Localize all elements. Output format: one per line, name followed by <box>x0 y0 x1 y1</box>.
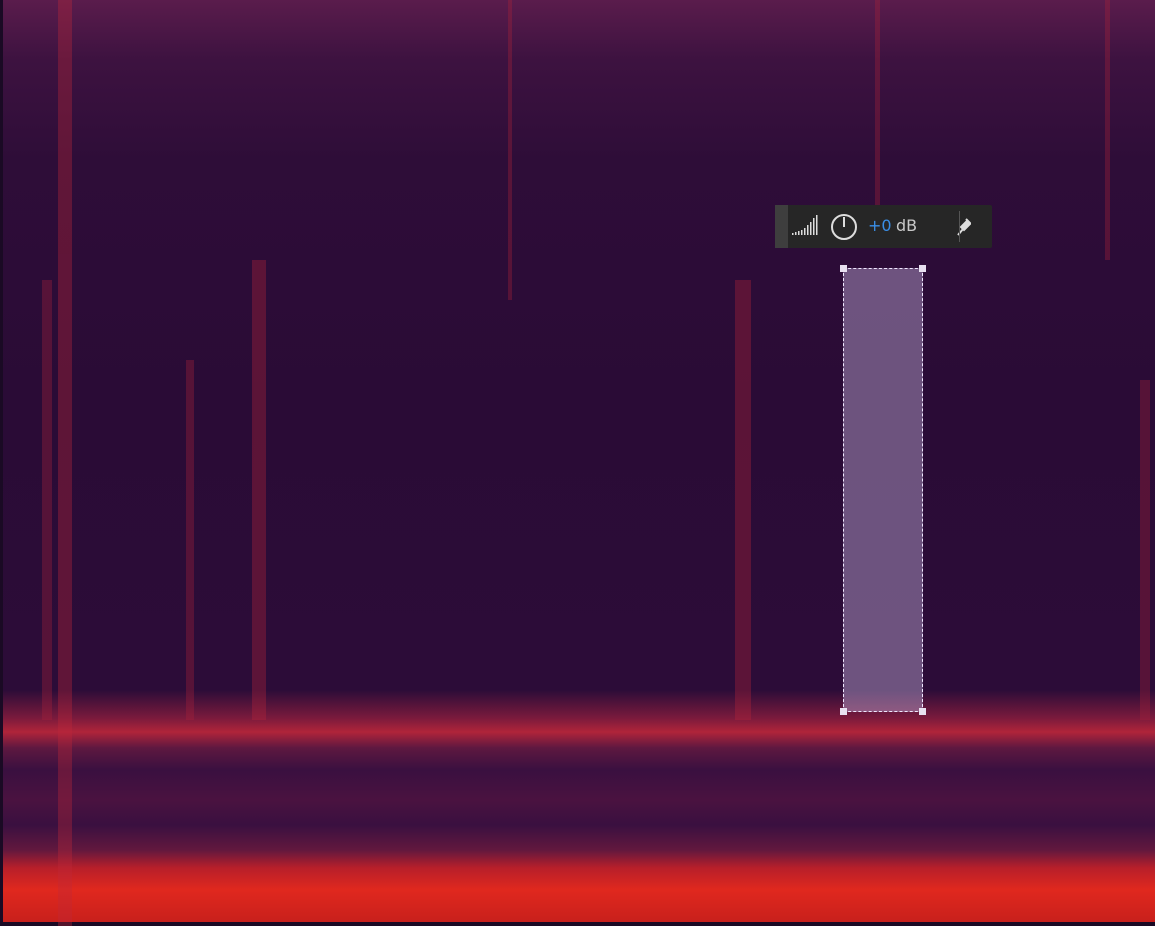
streak <box>186 360 194 720</box>
hud-panel: +0 dB <box>775 205 992 248</box>
streak <box>252 260 266 720</box>
selection-handle[interactable] <box>919 265 926 272</box>
power-icon[interactable] <box>832 215 856 239</box>
streak <box>1140 380 1150 720</box>
streak <box>735 280 751 720</box>
spectral-streaks <box>0 0 1155 926</box>
volume-icon[interactable] <box>792 215 818 235</box>
selection-handle[interactable] <box>840 265 847 272</box>
selection-rectangle[interactable] <box>843 268 923 712</box>
streak <box>508 0 512 300</box>
drag-grip[interactable] <box>775 205 788 248</box>
separator <box>959 211 960 242</box>
streak <box>875 0 880 240</box>
spectrogram-view[interactable]: +0 dB <box>0 0 1155 926</box>
selection-handle[interactable] <box>840 708 847 715</box>
streak <box>58 0 72 926</box>
page: {"hud": {"gain": "+0", "unit": "dB"}} <box>0 0 1155 926</box>
streak <box>42 280 52 720</box>
gain-unit: dB <box>896 216 917 235</box>
streak <box>1105 0 1110 260</box>
selection-handle[interactable] <box>919 708 926 715</box>
gain-value[interactable]: +0 <box>868 216 892 235</box>
